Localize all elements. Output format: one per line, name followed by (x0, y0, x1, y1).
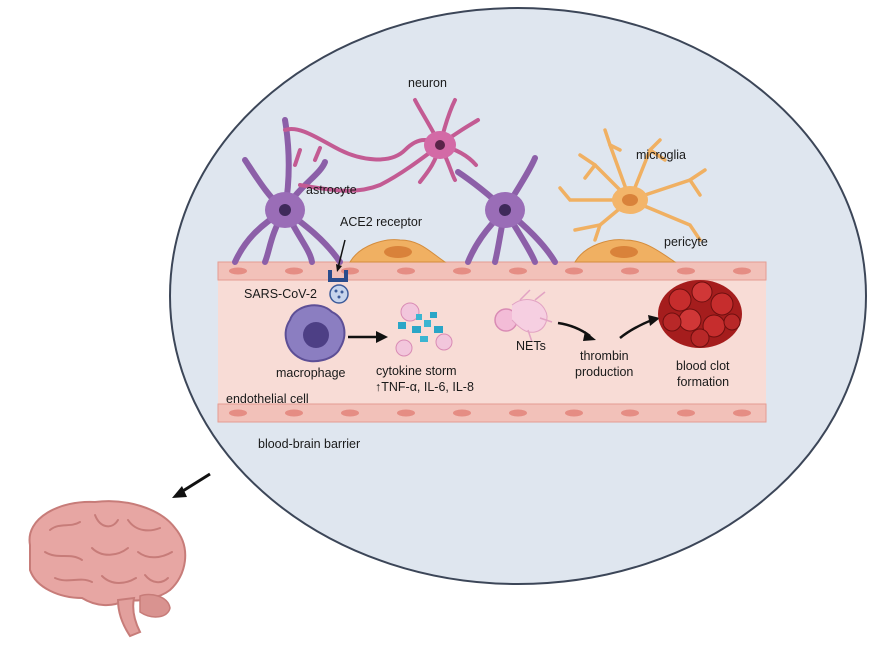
endothelial-nucleus (229, 267, 247, 275)
brain-icon (28, 500, 187, 638)
label-thrombin-line1: thrombin (580, 349, 629, 363)
endothelial-nucleus (565, 267, 583, 275)
endothelial-nucleus (565, 409, 583, 417)
ace2-receptor-icon (328, 239, 348, 282)
endothelial-nucleus (453, 409, 471, 417)
arrow-macrophage-to-cytokines (348, 331, 388, 343)
label-clot-line2: formation (677, 375, 729, 389)
label-cytokine-storm: cytokine storm (376, 364, 457, 378)
sars-cov-2-virion-icon (329, 284, 349, 304)
endothelial-nucleus (453, 267, 471, 275)
cytokine-cluster-icon (395, 302, 453, 357)
pericyte-cell (349, 239, 447, 263)
label-macrophage: macrophage (276, 366, 346, 380)
endothelial-nucleus (621, 409, 639, 417)
label-sars-cov-2: SARS-CoV-2 (244, 287, 317, 301)
label-thrombin-line2: production (575, 365, 633, 379)
endothelial-nucleus (677, 267, 695, 275)
blood-clot-icon (658, 280, 742, 348)
endothelial-nucleus (509, 267, 527, 275)
arrow-thrombin-to-clot (619, 315, 660, 339)
endothelial-nucleus (285, 267, 303, 275)
neuron-cell (283, 98, 480, 193)
label-endothelial-cell: endothelial cell (226, 392, 309, 406)
label-cytokines: ↑TNF-α, IL-6, IL-8 (375, 380, 474, 394)
pericyte-cell-2 (574, 239, 677, 263)
label-blood-brain-barrier: blood-brain barrier (258, 437, 360, 451)
endothelial-nucleus (509, 409, 527, 417)
endothelial-nucleus (621, 267, 639, 275)
endothelial-nucleus (229, 409, 247, 417)
endothelial-nucleus (341, 409, 359, 417)
endothelial-nucleus (397, 409, 415, 417)
label-neuron: neuron (408, 76, 447, 90)
endothelial-nucleus (397, 267, 415, 275)
label-pericyte: pericyte (664, 235, 708, 249)
arrow-nets-to-thrombin (557, 321, 596, 341)
macrophage-cell (284, 304, 346, 363)
label-nets: NETs (516, 339, 546, 353)
label-clot-line1: blood clot (676, 359, 730, 373)
endothelial-nucleus (733, 409, 751, 417)
endothelial-nucleus (733, 267, 751, 275)
arrow-bubble-to-brain (172, 472, 211, 498)
label-astrocyte: astrocyte (306, 183, 357, 197)
microglia-cell (558, 128, 707, 242)
nets-icon (494, 289, 553, 343)
endothelial-nucleus (677, 409, 695, 417)
label-microglia: microglia (636, 148, 686, 162)
endothelial-nucleus (341, 267, 359, 275)
endothelial-nucleus (285, 409, 303, 417)
astrocyte-cell-2 (455, 155, 558, 265)
label-ace2-receptor: ACE2 receptor (340, 215, 422, 229)
